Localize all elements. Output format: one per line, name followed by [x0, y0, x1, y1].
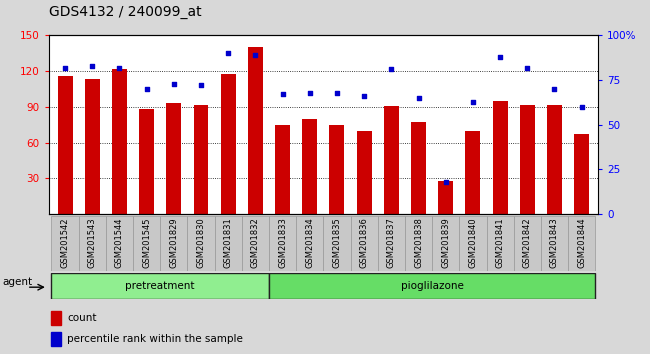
- Text: GSM201840: GSM201840: [469, 218, 477, 268]
- Bar: [51, 332, 61, 346]
- Text: GSM201829: GSM201829: [170, 218, 178, 268]
- Point: [196, 82, 206, 88]
- Text: count: count: [67, 313, 96, 323]
- Bar: [84, 80, 99, 214]
- Bar: [465, 131, 480, 214]
- Bar: [324, 216, 350, 271]
- Bar: [269, 273, 595, 299]
- Point: [441, 179, 451, 185]
- Bar: [514, 216, 541, 271]
- Text: pretreatment: pretreatment: [125, 281, 195, 291]
- Bar: [432, 216, 460, 271]
- Point: [305, 90, 315, 96]
- Point: [386, 67, 396, 72]
- Bar: [106, 216, 133, 271]
- Text: GSM201837: GSM201837: [387, 218, 396, 268]
- Point: [142, 86, 152, 92]
- Bar: [133, 216, 161, 271]
- Text: GDS4132 / 240099_at: GDS4132 / 240099_at: [49, 5, 202, 19]
- Text: GSM201542: GSM201542: [60, 218, 70, 268]
- Point: [87, 63, 98, 69]
- Text: GSM201836: GSM201836: [359, 218, 369, 268]
- Bar: [139, 109, 154, 214]
- Text: GSM201842: GSM201842: [523, 218, 532, 268]
- Bar: [574, 134, 589, 214]
- Point: [522, 65, 532, 70]
- Text: GSM201832: GSM201832: [251, 218, 260, 268]
- Point: [468, 99, 478, 104]
- Bar: [194, 104, 209, 214]
- Point: [223, 50, 233, 56]
- Bar: [330, 125, 344, 214]
- Point: [168, 81, 179, 86]
- Bar: [248, 47, 263, 214]
- Bar: [411, 122, 426, 214]
- Bar: [112, 69, 127, 214]
- Bar: [58, 76, 73, 214]
- Bar: [275, 125, 290, 214]
- Point: [577, 104, 587, 110]
- Bar: [51, 216, 79, 271]
- Bar: [79, 216, 106, 271]
- Point: [114, 65, 125, 70]
- Bar: [493, 101, 508, 214]
- Point: [413, 95, 424, 101]
- Text: GSM201544: GSM201544: [115, 218, 124, 268]
- Bar: [302, 119, 317, 214]
- Bar: [405, 216, 432, 271]
- Bar: [438, 181, 453, 214]
- Bar: [242, 216, 269, 271]
- Bar: [166, 103, 181, 214]
- Bar: [541, 216, 568, 271]
- Text: agent: agent: [3, 277, 32, 287]
- Bar: [486, 216, 514, 271]
- Text: percentile rank within the sample: percentile rank within the sample: [67, 334, 242, 344]
- Bar: [161, 216, 187, 271]
- Bar: [384, 106, 399, 214]
- Text: GSM201833: GSM201833: [278, 218, 287, 268]
- Text: GSM201839: GSM201839: [441, 218, 450, 268]
- Bar: [51, 312, 61, 325]
- Bar: [520, 104, 535, 214]
- Text: GSM201835: GSM201835: [332, 218, 341, 268]
- Bar: [350, 216, 378, 271]
- Text: GSM201841: GSM201841: [495, 218, 504, 268]
- Bar: [51, 273, 269, 299]
- Text: pioglilazone: pioglilazone: [400, 281, 463, 291]
- Text: GSM201834: GSM201834: [306, 218, 315, 268]
- Point: [332, 90, 342, 96]
- Text: GSM201843: GSM201843: [550, 218, 559, 268]
- Bar: [378, 216, 405, 271]
- Bar: [269, 216, 296, 271]
- Bar: [357, 131, 372, 214]
- Text: GSM201830: GSM201830: [196, 218, 205, 268]
- Point: [359, 93, 369, 99]
- Bar: [568, 216, 595, 271]
- Text: GSM201831: GSM201831: [224, 218, 233, 268]
- Bar: [460, 216, 486, 271]
- Text: GSM201838: GSM201838: [414, 218, 423, 268]
- Bar: [187, 216, 214, 271]
- Point: [495, 54, 505, 60]
- Bar: [221, 74, 236, 214]
- Point: [278, 92, 288, 97]
- Text: GSM201543: GSM201543: [88, 218, 97, 268]
- Point: [549, 86, 560, 92]
- Point: [60, 65, 70, 70]
- Bar: [214, 216, 242, 271]
- Bar: [296, 216, 324, 271]
- Point: [250, 52, 261, 58]
- Text: GSM201545: GSM201545: [142, 218, 151, 268]
- Text: GSM201844: GSM201844: [577, 218, 586, 268]
- Bar: [547, 104, 562, 214]
